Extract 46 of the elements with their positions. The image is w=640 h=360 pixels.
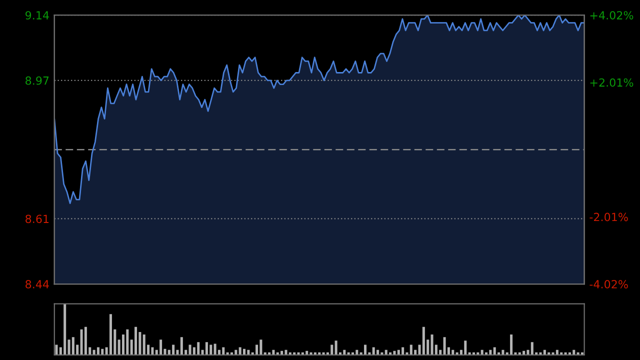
bar (134, 326, 138, 355)
bar (109, 314, 112, 355)
y-tick-label: 8.97 (26, 76, 49, 85)
bar (172, 344, 175, 355)
bar (210, 344, 212, 355)
bar (214, 344, 216, 355)
bar (422, 326, 425, 355)
bar (334, 340, 338, 355)
bar (64, 304, 66, 355)
bar (402, 347, 404, 355)
bar (197, 342, 200, 355)
bar (126, 329, 129, 355)
bar (430, 334, 434, 355)
y2-tick-label: -2.01% (590, 212, 628, 222)
bar (160, 340, 162, 355)
bar (188, 344, 192, 355)
bar (410, 344, 412, 355)
y2-tick-label: +4.02% (590, 11, 634, 20)
bar (243, 348, 246, 355)
bar (364, 344, 367, 355)
bar (101, 348, 104, 355)
bar (72, 337, 74, 355)
bar (443, 337, 446, 355)
bar (142, 334, 146, 355)
bar (96, 347, 100, 355)
bar (68, 340, 70, 355)
bar (80, 329, 83, 355)
y2-tick-label: +2.01% (590, 78, 634, 87)
bar (372, 347, 375, 355)
bar (84, 326, 87, 355)
bar (493, 347, 496, 355)
y2-tick-label: -4.02% (590, 280, 628, 288)
y-tick-label: 8.44 (26, 280, 49, 288)
bar (205, 342, 208, 355)
bar (238, 347, 242, 355)
bar (530, 342, 534, 355)
bar (330, 344, 334, 355)
y-tick-label: 9.14 (26, 11, 49, 20)
bar (151, 347, 154, 355)
bar (260, 340, 262, 355)
y-tick-label: 8.61 (26, 214, 49, 224)
bar (464, 340, 467, 355)
bar (510, 334, 513, 355)
bar (55, 344, 58, 355)
bar (180, 337, 183, 355)
bar (222, 347, 225, 355)
